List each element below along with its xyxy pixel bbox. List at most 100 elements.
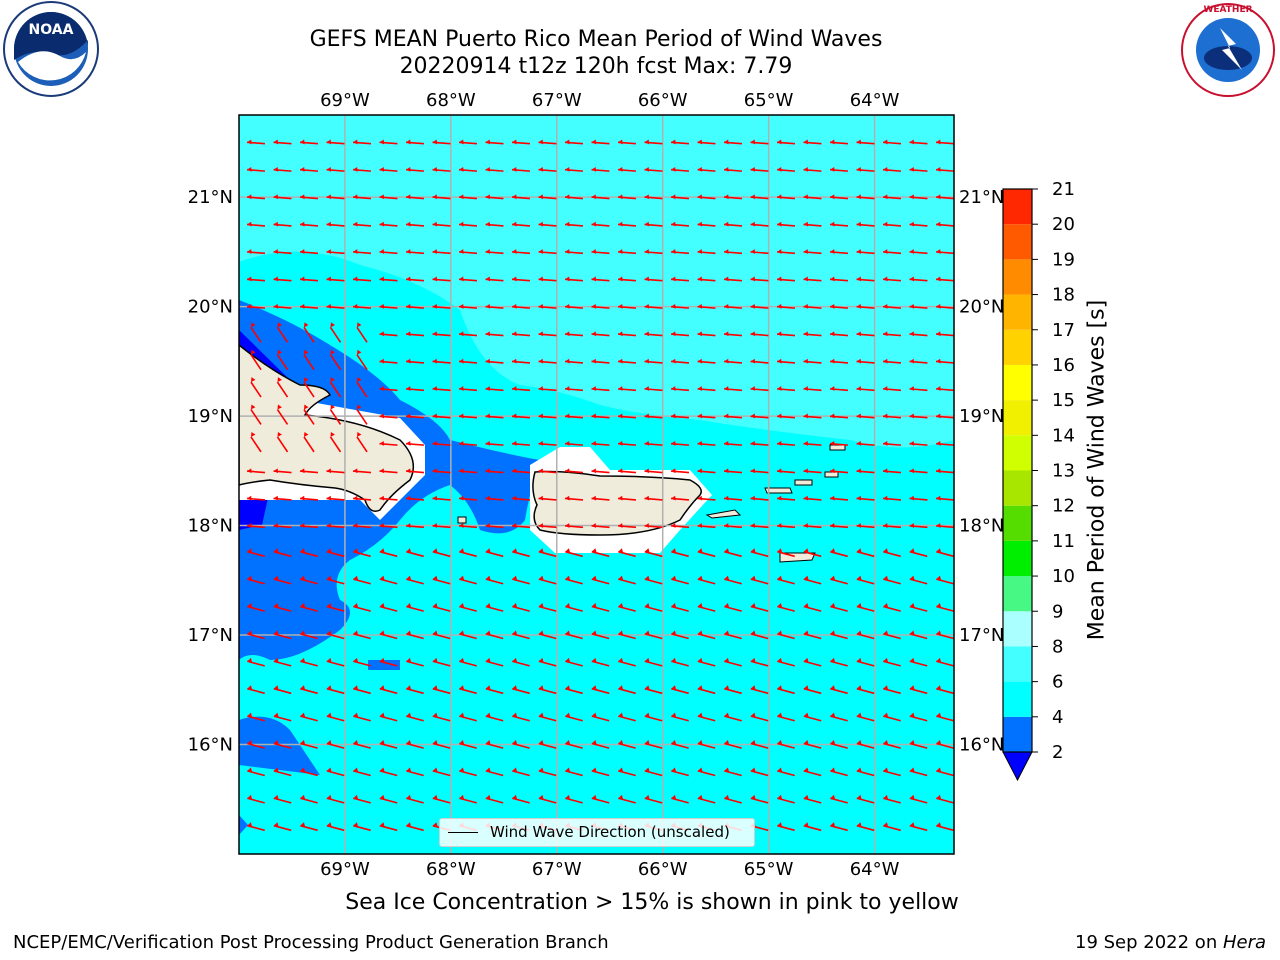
wave-arrow-head <box>618 276 623 282</box>
wave-arrow <box>326 221 345 227</box>
wave-arrow <box>591 657 610 667</box>
wave-arrow <box>326 276 345 282</box>
wave-arrow-head <box>300 249 305 254</box>
wave-arrow <box>670 139 690 145</box>
wave-arrow-head <box>459 794 465 800</box>
wave-arrow <box>750 523 769 529</box>
wave-arrow <box>856 221 875 227</box>
wave-arrow <box>803 468 822 474</box>
wave-arrow <box>326 468 345 474</box>
wave-arrow <box>538 440 557 446</box>
wave-arrow-head <box>777 794 783 800</box>
wave-arrow-head <box>247 657 253 663</box>
wave-arrow <box>618 657 636 667</box>
wave-arrow-shaft <box>883 770 901 777</box>
wave-arrow <box>485 794 504 804</box>
wave-arrow <box>564 468 584 474</box>
wave-arrow <box>644 249 663 255</box>
footer-date-text: 19 Sep 2022 on <box>1075 932 1223 953</box>
wave-arrow <box>379 249 398 255</box>
wave-arrow <box>883 767 901 777</box>
wave-arrow <box>856 767 875 777</box>
wave-arrow <box>803 249 822 255</box>
wave-arrow-shaft <box>565 797 583 804</box>
wave-arrow-head <box>883 794 889 800</box>
wave-arrow-shaft <box>379 660 398 667</box>
wave-arrow-head <box>777 413 782 419</box>
wave-arrow-head <box>406 495 411 501</box>
wave-arrow <box>564 413 584 419</box>
wave-arrow <box>565 712 583 722</box>
wave-arrow <box>379 630 398 640</box>
wave-arrow-head <box>803 386 809 391</box>
wave-arrow <box>829 358 849 364</box>
wave-arrow-shaft <box>300 550 318 558</box>
footer-host: Hera <box>1222 932 1266 953</box>
wave-arrow <box>538 249 557 255</box>
wave-arrow-head <box>750 740 756 745</box>
lat-tick-label: 19°N <box>188 406 233 427</box>
wave-arrow <box>432 712 451 722</box>
wave-arrow-head <box>565 194 570 200</box>
wave-arrow-shaft <box>618 687 636 695</box>
wave-arrow <box>432 194 451 200</box>
wave-arrow <box>935 221 954 227</box>
wave-arrow-shaft <box>856 550 875 558</box>
wave-arrow <box>856 495 875 501</box>
wave-arrow-head <box>803 523 809 528</box>
wave-arrow <box>697 139 716 145</box>
wave-arrow <box>353 630 371 640</box>
wave-arrow <box>776 440 796 446</box>
wave-arrow-head <box>538 249 544 254</box>
wave-arrow-head <box>750 685 756 690</box>
wave-arrow-head <box>724 767 730 773</box>
wave-arrow-head <box>671 386 676 391</box>
wave-arrow <box>591 194 610 200</box>
wave-arrow-head <box>803 249 809 254</box>
colorbar-segment <box>1003 540 1032 577</box>
wave-arrow <box>671 548 689 558</box>
wave-arrow-head <box>671 166 676 172</box>
wave-arrow-head <box>250 349 256 355</box>
wave-arrow-head <box>406 358 411 364</box>
wave-arrow-head <box>644 249 650 254</box>
wave-arrow-head <box>936 166 941 172</box>
wave-arrow-shaft <box>300 797 318 804</box>
wave-arrow-head <box>512 221 517 227</box>
wave-arrow <box>432 139 451 145</box>
wave-arrow-shaft <box>936 742 954 749</box>
wave-arrow-shaft <box>459 633 477 640</box>
wave-arrow <box>617 139 637 145</box>
wave-arrow <box>353 657 371 667</box>
wave-arrow <box>405 468 425 474</box>
wave-arrow <box>303 349 315 371</box>
wave-arrow-head <box>803 468 809 474</box>
wave-arrow-head <box>300 685 306 690</box>
wave-arrow <box>247 767 265 777</box>
wave-arrow-head <box>591 630 597 636</box>
colorbar-segment <box>1003 611 1032 647</box>
wave-arrow-shaft <box>406 578 424 585</box>
wave-arrow-head <box>618 685 624 690</box>
wave-arrow-head <box>379 630 385 636</box>
wave-arrow <box>723 276 743 282</box>
wave-arrow <box>591 440 610 446</box>
wave-arrow-shaft <box>247 770 265 777</box>
wave-arrow-shaft <box>379 742 398 749</box>
wave-arrow-head <box>803 794 809 800</box>
wave-arrow-head <box>856 249 862 254</box>
wave-arrow-head <box>250 377 256 383</box>
wave-arrow <box>882 495 902 501</box>
wave-arrow-shaft <box>777 660 795 667</box>
wave-arrow <box>326 767 345 777</box>
wave-arrow-head <box>432 413 438 419</box>
wave-arrow-head <box>326 166 332 172</box>
wave-arrow <box>671 630 689 640</box>
wave-arrow <box>459 740 477 749</box>
wave-arrow <box>856 630 875 640</box>
wave-arrow <box>326 630 345 640</box>
wave-arrow-head <box>303 322 309 328</box>
wave-arrow-head <box>830 740 836 745</box>
wave-arrow-head <box>591 303 597 309</box>
wave-arrow-head <box>644 139 650 145</box>
